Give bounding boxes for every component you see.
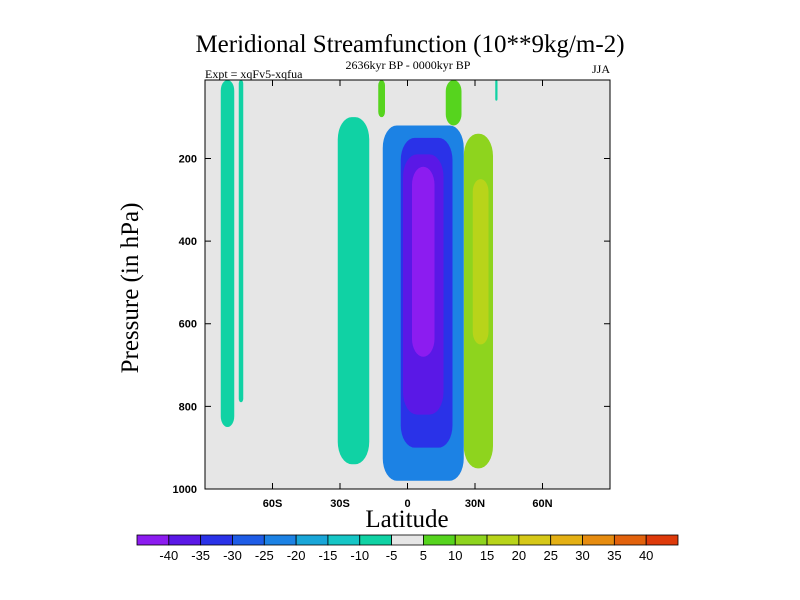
- colorbar-box: [518, 534, 552, 546]
- colorbar-label: 30: [575, 548, 589, 563]
- colorbar-box: [550, 534, 583, 546]
- colorbar-label: 20: [512, 548, 526, 563]
- y-axis-ticks: 200 400 600 800 1000: [173, 153, 610, 496]
- colorbar-box: [263, 534, 297, 546]
- colorbar-box: [168, 534, 202, 546]
- colorbar-box: [295, 534, 329, 546]
- contour-upper-negative-spike-40n: [495, 80, 498, 101]
- chart-title: Meridional Streamfunction (10**9kg/m-2): [195, 31, 624, 58]
- y-tick-label: 600: [179, 319, 197, 331]
- y-tick-label: 200: [179, 153, 197, 165]
- experiment-label: Expt = xqFv5-xqfua: [205, 67, 303, 81]
- colorbar-boxes: [136, 534, 679, 546]
- contour-upper-positive-spike-equator: [378, 80, 385, 118]
- y-tick-label: 800: [179, 401, 197, 413]
- colorbar-label: 40: [639, 548, 653, 563]
- colorbar-box: [613, 534, 647, 546]
- colorbar-label: -10: [350, 548, 369, 563]
- colorbar-box: [423, 534, 456, 546]
- contour-northern-positive-core: [472, 179, 489, 345]
- plot-area: 60S 30S 0 30N 60N 200 400 600 800 1000: [173, 79, 611, 510]
- colorbar-label: 10: [448, 548, 462, 563]
- y-axis-label: Pressure (in hPa): [117, 203, 144, 374]
- colorbar-label: -20: [287, 548, 306, 563]
- colorbar-label: 5: [420, 548, 427, 563]
- contour-southern-band-30s: [337, 117, 370, 465]
- colorbar-box: [359, 534, 392, 546]
- contour-southern-band-75s: [220, 80, 235, 428]
- colorbar: -40 -35 -30 -25 -20 -15 -10 -5 5 10 15 20 25 30 35 40: [136, 534, 679, 563]
- contour-negative-core-equator: [412, 166, 435, 357]
- season-label: JJA: [592, 62, 610, 76]
- colorbar-label: -35: [191, 548, 210, 563]
- x-tick-label: 30N: [465, 498, 485, 510]
- contour-regions: [220, 80, 498, 481]
- colorbar-label: 35: [607, 548, 621, 563]
- y-tick-label: 1000: [173, 484, 197, 496]
- colorbar-box: [645, 534, 679, 546]
- y-tick-label: 400: [179, 236, 197, 248]
- contour-upper-positive-spike-30n: [445, 80, 462, 126]
- colorbar-label: 25: [543, 548, 557, 563]
- colorbar-label: -5: [386, 548, 398, 563]
- contour-southern-band-71s: [238, 80, 244, 403]
- x-tick-label: 60N: [532, 498, 552, 510]
- colorbar-label: -25: [255, 548, 274, 563]
- colorbar-label: -15: [319, 548, 338, 563]
- colorbar-label: -30: [223, 548, 242, 563]
- colorbar-label: -40: [159, 548, 178, 563]
- colorbar-box: [582, 534, 615, 546]
- x-tick-label: 30S: [330, 498, 350, 510]
- period-label: 2636kyr BP - 0000kyr BP: [346, 58, 471, 72]
- x-axis-ticks: 60S 30S 0 30N 60N: [263, 80, 553, 510]
- colorbar-box: [232, 534, 265, 546]
- colorbar-box: [486, 534, 520, 546]
- colorbar-labels: -40 -35 -30 -25 -20 -15 -10 -5 5 10 15 20 25 30 35 40: [159, 548, 653, 563]
- x-tick-label: 0: [404, 498, 410, 510]
- colorbar-box: [136, 534, 170, 546]
- colorbar-box: [391, 534, 424, 546]
- x-axis-label: Latitude: [365, 506, 448, 533]
- x-tick-label: 60S: [263, 498, 283, 510]
- colorbar-box: [200, 534, 233, 546]
- colorbar-box: [454, 534, 488, 546]
- colorbar-box: [327, 534, 361, 546]
- colorbar-label: 15: [480, 548, 494, 563]
